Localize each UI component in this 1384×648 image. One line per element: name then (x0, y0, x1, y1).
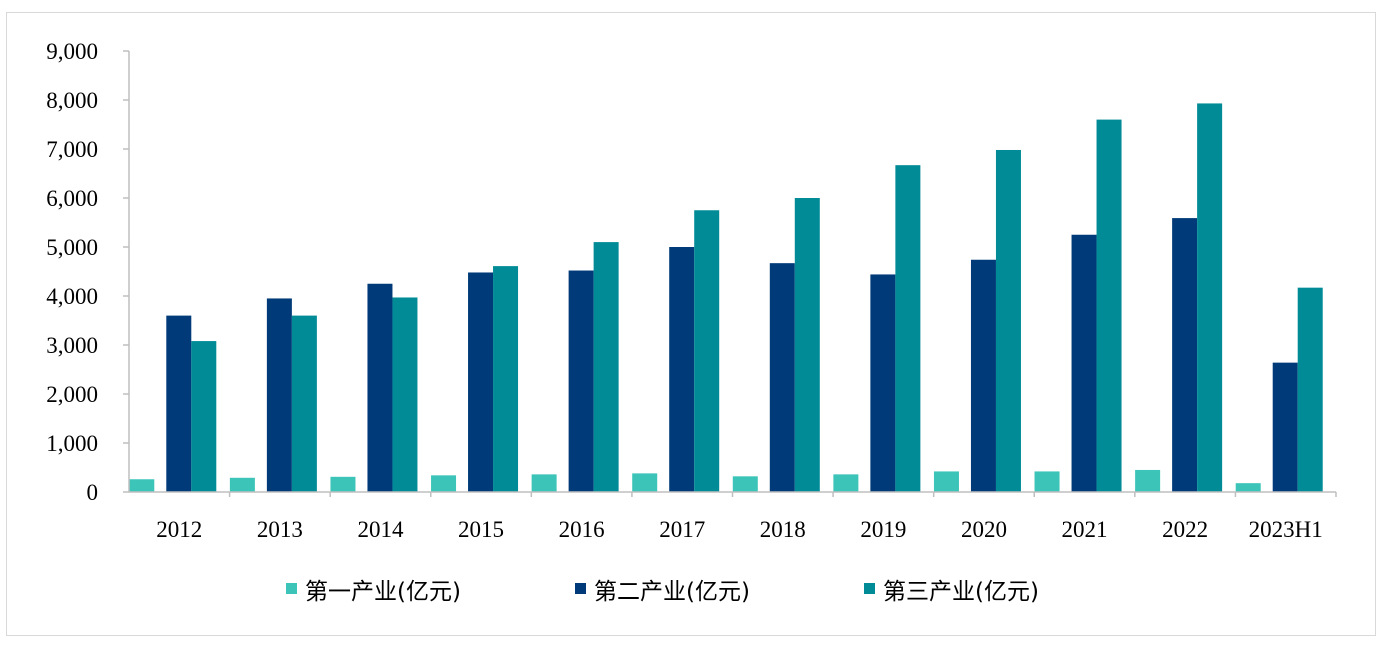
y-tick-label: 9,000 (46, 39, 98, 64)
bar-series-3-2012 (191, 341, 217, 492)
bar-series-1-2012 (129, 479, 155, 492)
y-tick-label: 0 (87, 480, 99, 505)
x-tick-label: 2020 (961, 517, 1007, 542)
bar-series-1-2016 (531, 474, 557, 492)
x-tick-label: 2017 (659, 517, 705, 542)
x-tick-label: 2013 (257, 517, 303, 542)
x-tick-label: 2018 (760, 517, 806, 542)
bar-series-3-2023H1 (1297, 287, 1323, 492)
legend-label-series-2: 第二产业(亿元) (594, 579, 750, 605)
y-axis-tick-labels: 0 1,000 2,000 3,000 4,000 5,000 6,000 7,000 8,00… (46, 39, 98, 505)
bar-series-1-2023H1 (1235, 483, 1261, 492)
bar-series-2-2015 (468, 272, 494, 492)
bar-series-2-2020 (970, 259, 996, 492)
bar-series-3-2021 (1096, 119, 1122, 492)
legend-label-series-3: 第三产业(亿元) (883, 579, 1039, 605)
bar-series-1-2015 (431, 475, 457, 492)
legend: 第一产业(亿元) 第二产业(亿元) 第三产业(亿元) (286, 579, 1039, 605)
y-tick-label: 4,000 (46, 284, 98, 309)
bar-series-3-2018 (794, 198, 820, 492)
legend-label-series-1: 第一产业(亿元) (305, 579, 461, 605)
bar-series-3-2013 (291, 315, 317, 492)
bar-series-2-2016 (568, 270, 594, 492)
bar-series-2-2021 (1071, 234, 1097, 492)
bar-series-3-2020 (995, 149, 1021, 493)
x-tick-label: 2012 (156, 517, 202, 542)
legend-swatch-series-2 (575, 583, 586, 594)
y-tick-label: 5,000 (46, 235, 98, 260)
bar-series-2-2014 (367, 283, 393, 492)
bar-series-1-2021 (1034, 471, 1060, 492)
bar-series-3-2015 (493, 266, 519, 492)
bar-series-1-2014 (330, 476, 356, 492)
bar-series-3-2022 (1197, 103, 1223, 493)
bar-series-2-2013 (266, 298, 292, 492)
bar-series-1-2019 (833, 474, 859, 492)
x-tick-label: 2023H1 (1249, 517, 1323, 542)
bar-series-1-2020 (933, 471, 959, 492)
bar-series-3-2014 (392, 297, 418, 492)
bar-series-3-2017 (694, 210, 720, 492)
legend-swatch-series-3 (864, 583, 875, 594)
x-tick-label: 2019 (860, 517, 906, 542)
bar-series-2-2019 (870, 274, 896, 492)
x-axis-tick-labels: 2012 2013 2014 2015 2016 2017 2018 2019 2020 2021… (156, 517, 1322, 542)
bar-series-3-2016 (593, 242, 619, 492)
bar-series-1-2017 (632, 473, 658, 492)
x-tick-label: 2021 (1062, 517, 1108, 542)
bar-series-1-2018 (732, 476, 758, 492)
bar-series-2-2012 (166, 315, 192, 492)
bar-series-2-2022 (1172, 218, 1198, 492)
y-tick-label: 3,000 (46, 333, 98, 358)
y-tick-label: 7,000 (46, 137, 98, 162)
y-tick-label: 1,000 (46, 431, 98, 456)
bar-series-2-2017 (669, 247, 695, 492)
bar-series-2-2023H1 (1272, 362, 1298, 492)
y-tick-label: 2,000 (46, 382, 98, 407)
x-tick-label: 2015 (458, 517, 504, 542)
legend-swatch-series-1 (286, 583, 297, 594)
bar-series-2-2018 (769, 263, 795, 492)
y-axis-ticks (123, 50, 1337, 497)
x-tick-label: 2014 (357, 517, 404, 542)
bar-series-1-2013 (229, 477, 255, 492)
y-tick-label: 6,000 (46, 186, 98, 211)
bar-series-3-2019 (895, 165, 921, 493)
x-tick-label: 2016 (559, 517, 605, 542)
y-tick-label: 8,000 (46, 88, 98, 113)
bars (129, 103, 1323, 493)
bar-series-1-2022 (1135, 469, 1161, 492)
x-tick-label: 2022 (1162, 517, 1208, 542)
